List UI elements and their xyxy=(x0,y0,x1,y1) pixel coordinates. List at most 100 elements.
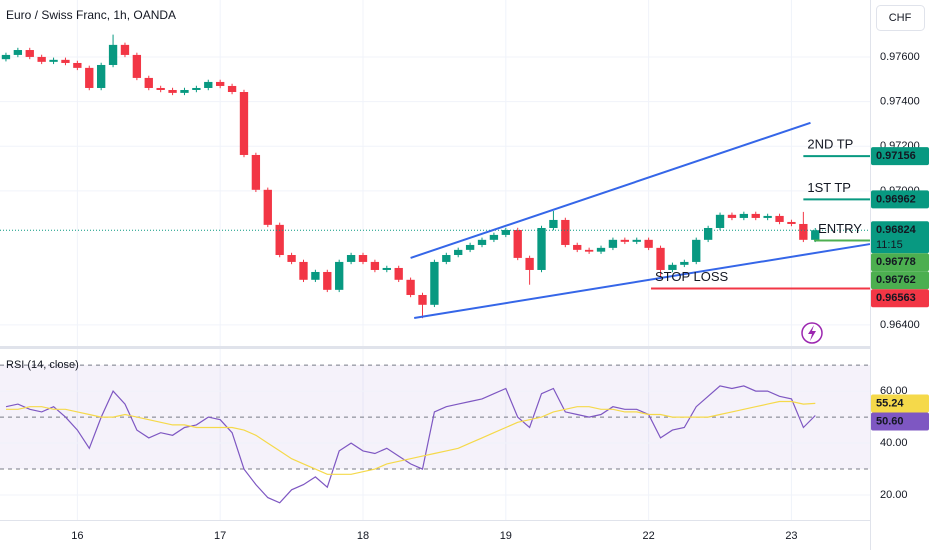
candle-body xyxy=(656,247,665,270)
candle-body xyxy=(132,54,142,78)
candle-body xyxy=(775,215,784,222)
candle-body xyxy=(239,92,249,155)
price-label: 0.97156 xyxy=(876,150,916,162)
countdown-label: 11:15 xyxy=(876,239,903,251)
level-label: ENTRY xyxy=(818,221,862,236)
y-tick-label: 0.97400 xyxy=(880,96,920,108)
candle-body xyxy=(156,87,165,90)
candle-body xyxy=(561,219,570,245)
price-label-bg xyxy=(871,289,929,308)
candle-body xyxy=(96,64,106,88)
candle-body xyxy=(442,255,451,262)
candle-body xyxy=(703,227,713,240)
x-tick-label: 17 xyxy=(214,530,226,542)
candle-body xyxy=(549,219,558,228)
chart-title: Euro / Swiss Franc, 1h, OANDA xyxy=(6,8,176,22)
rsi-line xyxy=(6,400,816,475)
candle-body xyxy=(263,189,272,225)
candle-body xyxy=(668,264,677,270)
candle-body xyxy=(727,214,737,218)
candle-body xyxy=(644,239,653,248)
candle-body xyxy=(168,89,177,93)
y-tick-label: 20.00 xyxy=(880,489,908,501)
candle-body xyxy=(787,221,796,224)
scale-button[interactable] xyxy=(876,5,925,31)
candle-body xyxy=(537,227,546,270)
candle-body xyxy=(418,294,427,305)
scale-button-label[interactable]: CHF xyxy=(889,12,912,24)
candle-body xyxy=(13,50,23,55)
candle-body xyxy=(465,244,475,250)
candle-body xyxy=(751,213,760,218)
candle-body xyxy=(763,215,772,218)
candle-body xyxy=(192,87,201,90)
y-tick-label: 60.00 xyxy=(880,385,908,397)
candle-body xyxy=(25,50,34,57)
candle-body xyxy=(299,261,308,280)
candle-body xyxy=(584,249,594,252)
candle-body xyxy=(632,239,641,242)
candle-body xyxy=(513,230,522,258)
price-label-bg xyxy=(871,271,929,290)
candle-body xyxy=(811,230,820,240)
candle-body xyxy=(204,81,213,88)
price-label-bg xyxy=(871,221,929,254)
candle-body xyxy=(287,255,296,262)
price-label-bg xyxy=(871,412,929,431)
candle-body xyxy=(454,249,463,256)
x-tick-label: 22 xyxy=(643,530,655,542)
candle-body xyxy=(596,247,606,252)
candle-body xyxy=(37,56,46,62)
level-label: 1ST TP xyxy=(807,180,851,195)
candle-body xyxy=(346,255,356,262)
candle-body xyxy=(144,77,153,88)
candle-body xyxy=(680,261,689,265)
y-tick-label: 0.96400 xyxy=(880,319,920,331)
candle-body xyxy=(358,255,368,262)
candle-body xyxy=(477,239,487,245)
level-label: 2ND TP xyxy=(807,137,853,152)
candle-body xyxy=(406,279,415,295)
candle-body xyxy=(692,239,701,262)
candle-body xyxy=(620,239,629,242)
candle-body xyxy=(370,261,380,270)
level-label: STOP LOSS xyxy=(655,269,729,284)
candle-body xyxy=(1,54,11,60)
candle-body xyxy=(323,271,332,290)
candle-body xyxy=(227,85,237,92)
candle-body xyxy=(275,224,284,256)
price-label-bg xyxy=(871,253,929,272)
price-label: 0.96778 xyxy=(876,256,916,268)
candle-body xyxy=(739,213,749,218)
candle-body xyxy=(335,261,344,290)
trendline xyxy=(414,243,871,319)
grid-layer xyxy=(0,0,870,520)
alert-icon[interactable] xyxy=(801,322,823,344)
price-label-bg xyxy=(871,147,929,166)
candle-body xyxy=(608,239,618,248)
alert-icon-bolt[interactable] xyxy=(808,325,816,341)
candle-body xyxy=(799,223,808,240)
candle-body xyxy=(85,67,94,88)
candle-body xyxy=(180,89,189,93)
candle-body xyxy=(49,59,58,62)
indicator-title: RSI (14, close) xyxy=(6,359,79,371)
candle-body xyxy=(108,44,118,65)
price-label: 0.96563 xyxy=(876,292,916,304)
time-scale-bg xyxy=(0,520,870,550)
trendline xyxy=(410,121,811,259)
price-label-bg xyxy=(871,190,929,209)
candle-body xyxy=(525,257,534,270)
candle-body xyxy=(311,271,320,280)
candle-body xyxy=(430,261,439,305)
price-label-bg xyxy=(871,394,929,413)
price-label: 50.60 xyxy=(876,415,904,427)
price-label: 0.96762 xyxy=(876,274,916,286)
candle-body xyxy=(573,244,582,250)
candle-body xyxy=(382,267,391,270)
plot-layer: 2ND TP 1ST TP ENTRY STOP LOSS xyxy=(0,34,871,504)
candle-body xyxy=(61,59,70,63)
